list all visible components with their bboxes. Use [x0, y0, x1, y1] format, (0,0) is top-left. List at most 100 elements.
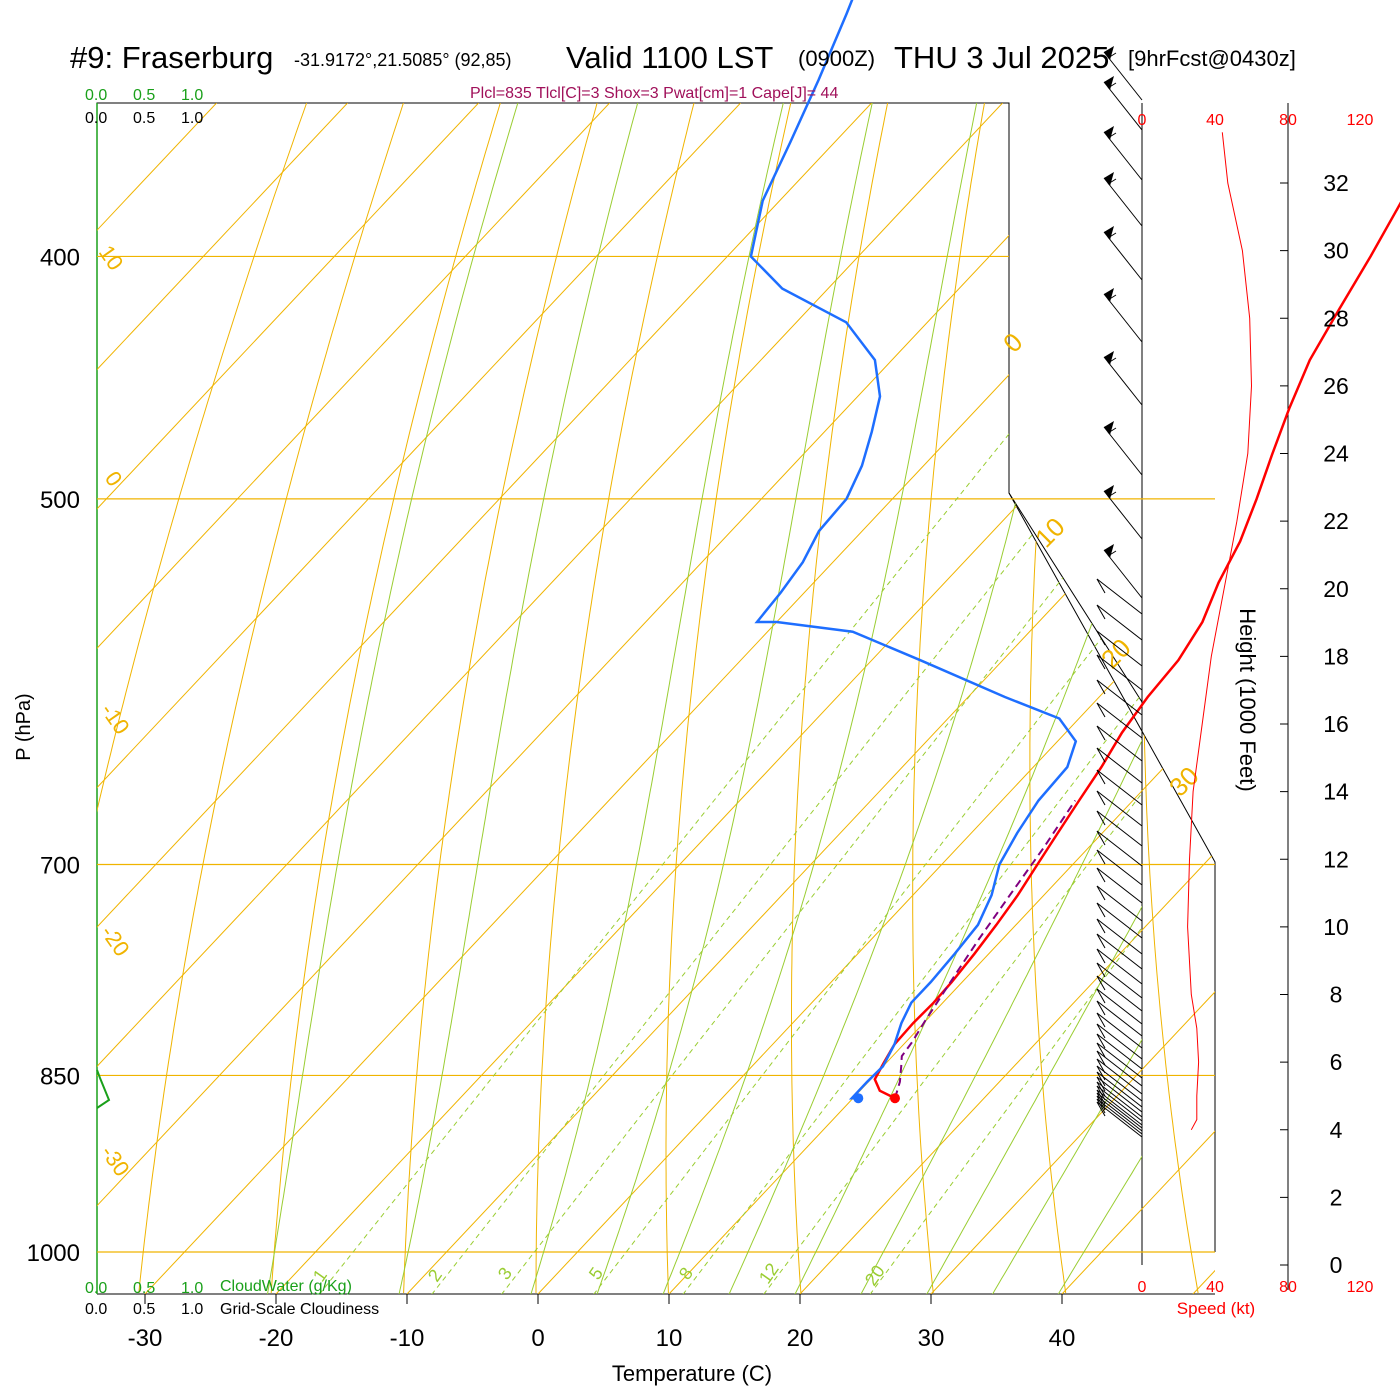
indices-line: Plcl=835 Tlcl[C]=3 Shox=3 Pwat[cm]=1 Cap…: [470, 85, 838, 102]
cloud-scale-tick: 0.0: [85, 1301, 107, 1318]
wind-barb: [1096, 1071, 1143, 1108]
cloud-scale-tick: 0.0: [85, 87, 107, 104]
wind-barb: [1096, 654, 1143, 691]
wind-barb-flag: [1096, 702, 1106, 718]
wind-barb: [1096, 830, 1143, 867]
y-tick-label: 700: [40, 852, 80, 879]
wind-barb-flag: [1107, 178, 1117, 185]
height-tick-label: 2: [1330, 1184, 1343, 1210]
station-coords: -31.9172°,21.5085° (92,85): [294, 50, 512, 70]
cloud-scale-tick: 0.0: [85, 110, 107, 127]
wind-barb: [1096, 1101, 1143, 1138]
wind-barb-flag: [1096, 830, 1106, 846]
wind-barb-flag: [1096, 948, 1106, 964]
dry-adiabat-line: [1253, 103, 1330, 1293]
cloud-scale-tick: 1.0: [181, 87, 203, 104]
mixing-ratio-lines: [318, 256, 1142, 1294]
height-tick-label: 28: [1323, 305, 1349, 331]
height-tick-label: 20: [1323, 576, 1349, 602]
dewpoint-trace: [749, 0, 1078, 1100]
wind-barb-flag: [1107, 550, 1117, 557]
moist-adiabat-lines: [265, 103, 1142, 1294]
speed-ticks-bottom: 0 40 80 120: [1138, 1279, 1374, 1296]
wind-barb: [1103, 81, 1143, 131]
wind-barb: [1096, 849, 1143, 886]
moist-adiabat-line: [920, 103, 1142, 1294]
speed-tick: 80: [1279, 112, 1297, 129]
moist-adiabat-line: [527, 103, 879, 1294]
y-tick-label: 1000: [27, 1240, 80, 1267]
wind-barb-pennant: [1104, 46, 1114, 60]
wind-barb-flag: [1096, 679, 1106, 695]
height-tick-label: 6: [1330, 1049, 1343, 1075]
speed-tick: 120: [1347, 112, 1374, 129]
wind-barb-pennant: [1104, 544, 1114, 558]
axes: 2503004005007008501000-30-20-10010203040…: [27, 170, 1349, 1352]
wind-barb-flag: [1096, 1098, 1106, 1114]
wind-barb-flag: [1096, 1089, 1106, 1105]
wind-barb-flag: [1107, 52, 1117, 59]
isotherm-line: [97, 103, 610, 1294]
wind-barb: [1096, 1050, 1143, 1087]
wind-barb: [1096, 1081, 1143, 1118]
wind-barb-flag: [1096, 1000, 1106, 1016]
wind-barb-flag: [1096, 1065, 1106, 1081]
wind-barb-flag: [1096, 1012, 1106, 1028]
wind-barb: [1103, 177, 1143, 227]
moist-adiabat-line: [265, 103, 637, 1294]
height-axis-label: Height (1000 Feet): [1235, 608, 1260, 791]
speed-tick: 40: [1206, 112, 1224, 129]
valid-time: Valid 1100 LST: [566, 40, 773, 75]
wind-barb-pennant: [1104, 351, 1114, 365]
surface-temperature-dot: [889, 1093, 900, 1104]
speed-tick: 120: [1347, 1279, 1374, 1296]
wind-barb-flag: [1107, 232, 1117, 239]
isotherm-label: -20: [96, 921, 135, 961]
cloud-scale-tick: 0.5: [133, 110, 155, 127]
speed-tick: 0: [1138, 1279, 1147, 1296]
wind-barb: [1096, 769, 1143, 806]
mixing-ratio-line: [318, 256, 1142, 1294]
wind-barb: [1096, 933, 1143, 970]
wind-speed-panel: [1187, 132, 1253, 1131]
isotherm-line: [1061, 103, 1215, 1294]
wind-barb-pennant: [1104, 172, 1114, 186]
wind-barb-flag: [1096, 1081, 1106, 1097]
height-tick-label: 14: [1323, 779, 1349, 805]
wind-barb-pennant: [1104, 226, 1114, 240]
wind-barb: [1103, 356, 1143, 406]
isotherm-line: [97, 103, 741, 1294]
cloudwater-trace: [96, 1069, 111, 1109]
cloudwater-label: CloudWater (g/Kg): [220, 1278, 352, 1295]
cloud-scale-tick: 1.0: [181, 110, 203, 127]
wind-barb: [1096, 962, 1143, 999]
wind-barb: [1096, 702, 1143, 739]
wind-barb-flag: [1107, 357, 1117, 364]
moist-adiabat-line: [985, 103, 1142, 1294]
wind-barb: [1103, 131, 1143, 181]
dry-adiabat-line: [270, 103, 501, 1294]
mixing-ratio-label: 5: [585, 1264, 607, 1284]
speed-ticks-top: 0 40 80 120: [1138, 112, 1374, 129]
wind-barb: [1096, 1033, 1143, 1070]
dry-adiabat-line: [535, 103, 695, 1293]
wind-barb-pennant: [1104, 421, 1114, 435]
wind-barb: [1103, 426, 1143, 476]
y-tick-label: 500: [40, 487, 80, 514]
isobar-lines: [97, 255, 1215, 1253]
cloud-scale-tick: 0.5: [133, 87, 155, 104]
wind-barb: [1103, 231, 1143, 281]
isotherm-line: [799, 103, 1215, 1294]
dry-adiabat-line: [138, 103, 404, 1294]
height-tick-label: 26: [1323, 373, 1349, 399]
wind-barb-flag: [1096, 604, 1106, 620]
height-tick-label: 8: [1330, 982, 1343, 1008]
wind-barb-pennant: [1104, 288, 1114, 302]
wind-barbs: [1096, 46, 1143, 1138]
wind-barb-flag: [1096, 849, 1106, 865]
dry-adiabat-line: [791, 103, 889, 1294]
wind-barb-flag: [1096, 790, 1106, 806]
isotherm-line: [97, 103, 479, 1294]
moist-adiabat-line: [396, 103, 746, 1294]
wind-barb: [1096, 747, 1143, 784]
